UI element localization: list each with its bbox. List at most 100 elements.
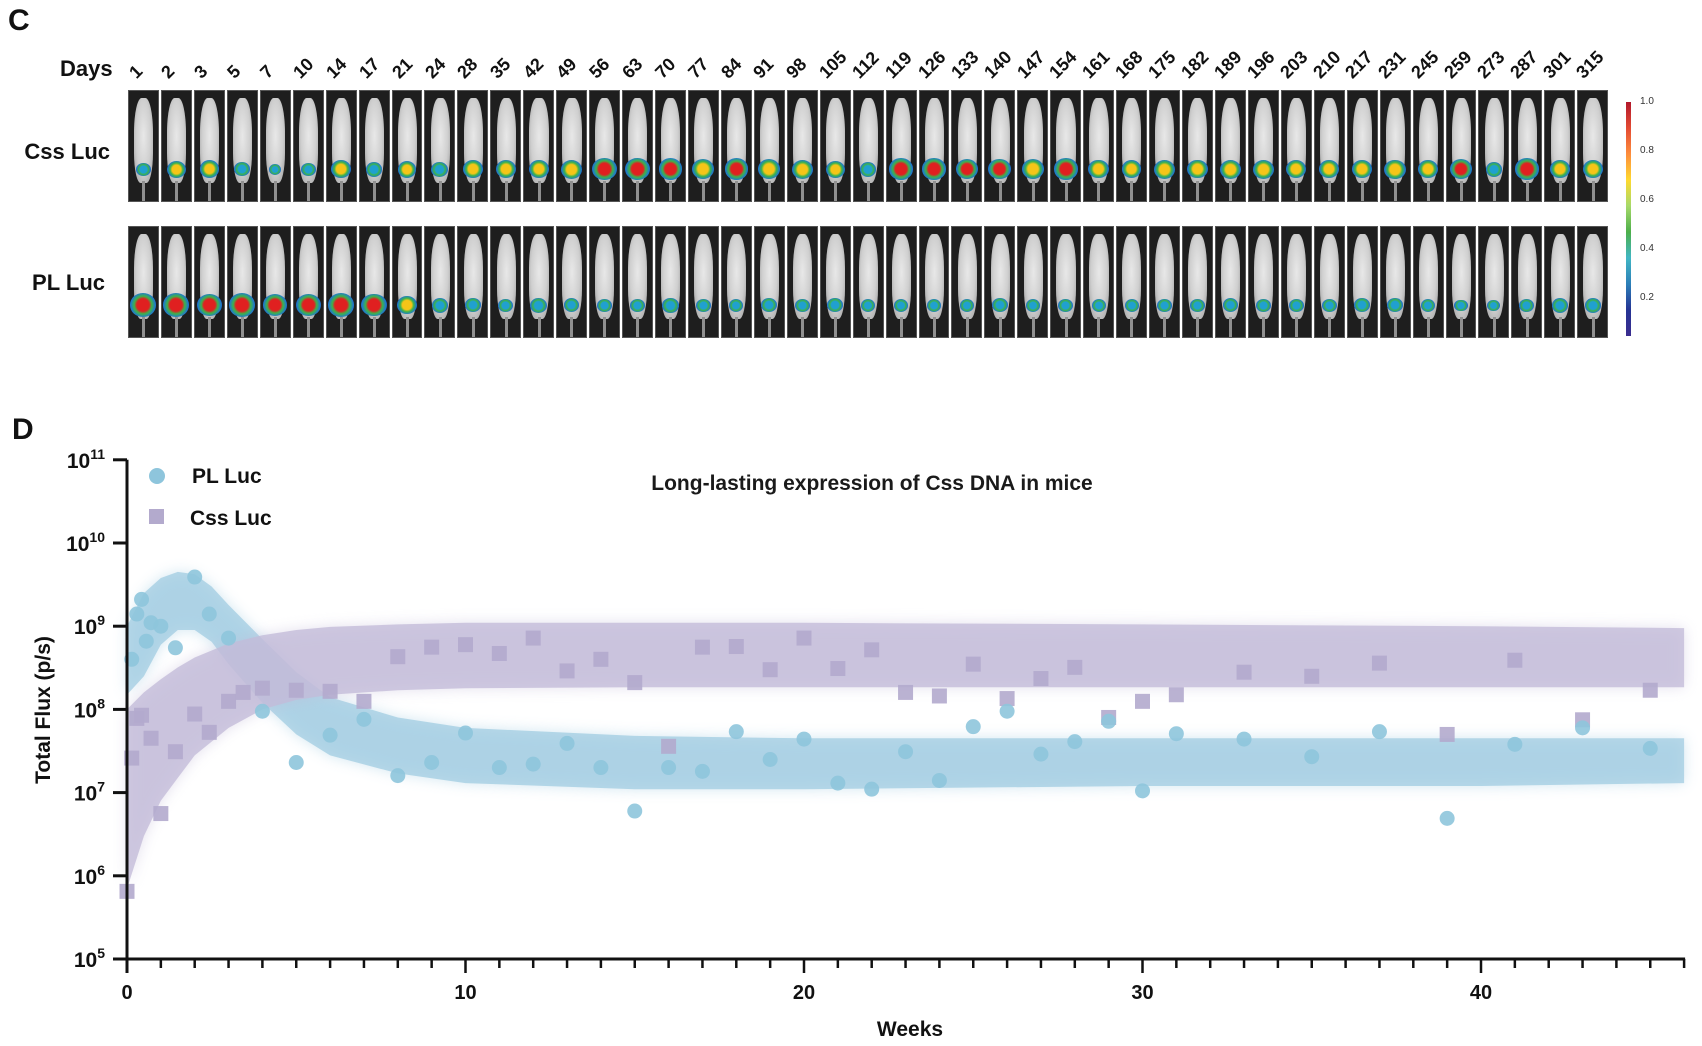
mouse-body — [792, 233, 813, 320]
luminescence-spot — [361, 293, 387, 317]
mouse-image — [1149, 90, 1180, 202]
mouse-tail — [1196, 317, 1200, 337]
mouse-tail — [1525, 317, 1529, 337]
data-point-css-luc — [694, 639, 710, 655]
mouse-tail — [801, 317, 805, 337]
data-point-css-luc — [153, 806, 169, 822]
data-point-css-luc — [1168, 687, 1184, 703]
luminescence-spot — [625, 158, 650, 180]
data-point-css-luc — [999, 691, 1015, 707]
mouse-body — [1517, 233, 1537, 320]
luminescence-spot — [955, 158, 979, 180]
confidence-band-pl-luc — [127, 571, 1685, 790]
y-tick-label: 106 — [74, 862, 105, 889]
mouse-image — [1544, 90, 1576, 202]
mouse-image — [1214, 226, 1246, 338]
mouse-image — [457, 226, 489, 338]
data-point-pl-luc — [559, 735, 575, 751]
mouse-image — [160, 226, 192, 338]
mouse-image — [1182, 226, 1213, 338]
mouse-body — [1418, 233, 1438, 320]
luminescence-spot — [926, 298, 942, 313]
luminescence-spot — [431, 298, 449, 313]
mouse-body — [430, 233, 450, 320]
mouse-body — [134, 97, 154, 184]
luminescence-spot — [1252, 159, 1274, 179]
data-point-pl-luc — [728, 724, 744, 740]
mouse-image — [753, 226, 785, 338]
luminescence-spot — [269, 164, 282, 176]
x-tick-label: 0 — [121, 982, 132, 1004]
luminescence-spot — [465, 298, 481, 313]
mouse-tail — [306, 181, 310, 201]
mouse-tail — [1525, 181, 1529, 201]
luminescence-spot — [1420, 298, 1436, 313]
mouse-tail — [735, 317, 739, 337]
mouse-tail — [405, 317, 409, 337]
mouse-tail — [965, 181, 969, 201]
mouse-tail — [1130, 317, 1134, 337]
data-point-css-luc — [167, 744, 183, 760]
data-point-css-luc — [830, 661, 846, 677]
mouse-image — [325, 226, 357, 338]
mouse-body — [1385, 233, 1405, 320]
luminescence-spot — [234, 162, 251, 177]
luminescence-spot — [328, 293, 355, 317]
mouse-image — [391, 226, 423, 338]
luminescence-spot — [662, 298, 679, 313]
mouse-tail — [372, 317, 376, 337]
data-point-css-luc — [288, 682, 304, 698]
mouse-tail — [702, 317, 706, 337]
mouse-image — [655, 90, 686, 202]
data-point-pl-luc — [153, 618, 169, 634]
luminescence-spot — [300, 162, 316, 177]
mouse-image — [358, 90, 390, 202]
data-point-pl-luc — [254, 703, 270, 719]
luminescence-spot — [859, 162, 877, 177]
luminescence-spot — [1190, 298, 1205, 313]
mouse-tail — [1591, 181, 1595, 201]
data-point-pl-luc — [1439, 810, 1455, 826]
luminescence-spot — [130, 293, 157, 317]
y-tick-exponent: 6 — [97, 862, 105, 878]
mouse-tail — [1393, 317, 1397, 337]
mouse-image — [687, 226, 719, 338]
mouse-tail — [1459, 181, 1463, 201]
luminescence-spot — [861, 299, 876, 312]
y-tick-exponent: 11 — [90, 446, 105, 462]
data-point-pl-luc — [201, 606, 217, 622]
mouse-image — [1313, 90, 1345, 202]
mouse-body — [727, 233, 747, 320]
data-point-pl-luc — [1168, 726, 1184, 742]
x-axis-label: Weeks — [877, 1018, 943, 1041]
mouse-tail — [1031, 181, 1035, 201]
mouse-tail — [306, 317, 310, 337]
luminescence-spot — [431, 161, 449, 178]
luminescence-spot — [1187, 160, 1208, 179]
mouse-image — [523, 90, 555, 202]
mouse-tail — [1097, 181, 1101, 201]
mouse-image — [556, 226, 588, 338]
mouse-tail — [175, 317, 179, 337]
luminescence-spot — [528, 160, 549, 179]
luminescence-spot — [530, 297, 548, 314]
css-luc-image-strip — [128, 90, 1609, 202]
luminescence-spot — [1387, 298, 1403, 313]
luminescence-spot — [1454, 299, 1468, 312]
data-point-css-luc — [661, 738, 677, 754]
mouse-body — [924, 233, 944, 320]
mouse-tail — [899, 317, 903, 337]
luminescence-spot — [463, 160, 483, 179]
x-tick-label: 20 — [793, 982, 815, 1004]
mouse-body — [1122, 233, 1142, 320]
confidence-bands — [127, 571, 1685, 889]
y-tick-label: 1011 — [67, 446, 105, 473]
mouse-tail — [504, 317, 508, 337]
luminescence-spot — [724, 158, 749, 180]
luminescence-spot — [1091, 299, 1106, 312]
mouse-tail — [1097, 317, 1101, 337]
days-axis-title: Days — [60, 56, 113, 81]
mouse-tail — [1393, 181, 1397, 201]
mouse-image — [1017, 226, 1049, 338]
luminescence-spot — [1487, 299, 1501, 312]
